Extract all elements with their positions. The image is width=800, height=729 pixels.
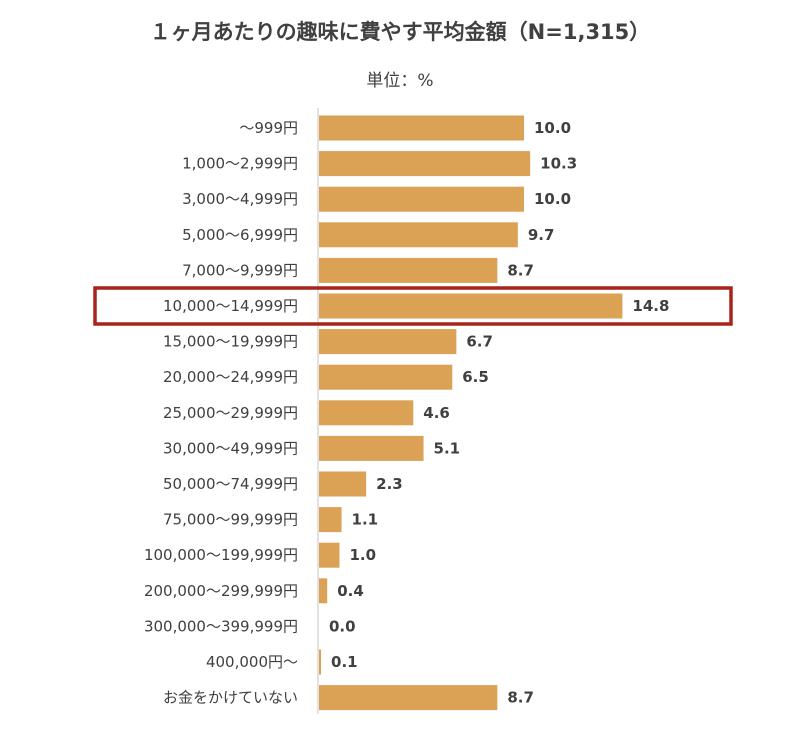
bar (319, 578, 328, 604)
bar (319, 364, 453, 390)
category-label: 75,000～99,999円 (163, 511, 298, 529)
category-label: 5,000～6,999円 (182, 226, 298, 244)
value-label: 8.7 (507, 261, 534, 279)
bar (319, 257, 498, 283)
bar (319, 329, 457, 355)
value-label: 9.7 (528, 226, 555, 244)
value-label: 1.1 (352, 511, 379, 529)
value-label: 4.6 (423, 404, 450, 422)
bar (319, 151, 531, 177)
value-label: 6.5 (462, 368, 489, 386)
unit-label: 単位：% (366, 71, 434, 91)
bar (319, 293, 623, 319)
value-label: 10.3 (540, 155, 577, 173)
highlight-box (93, 286, 733, 326)
bar (319, 115, 524, 141)
bar (319, 222, 518, 248)
value-label: 0.1 (331, 653, 358, 671)
category-label: 3,000～4,999円 (182, 190, 298, 208)
bar (319, 507, 342, 533)
category-label: 50,000～74,999円 (163, 475, 298, 493)
category-label: 7,000～9,999円 (182, 261, 298, 279)
category-label: 25,000～29,999円 (163, 404, 298, 422)
value-label: 10.0 (534, 119, 571, 137)
category-label: 200,000～299,999円 (144, 582, 298, 600)
category-label: ～999円 (239, 119, 298, 137)
category-label: 15,000～19,999円 (163, 333, 298, 351)
value-label: 0.4 (337, 582, 364, 600)
value-label: 2.3 (376, 475, 403, 493)
bar (319, 435, 424, 461)
bar (319, 685, 498, 711)
bar (319, 649, 322, 675)
value-label: 8.7 (507, 689, 534, 707)
value-label: 1.0 (350, 546, 377, 564)
value-label: 6.7 (466, 333, 493, 351)
category-label: お金をかけていない (163, 689, 298, 707)
chart-title: １ヶ月あたりの趣味に費やす平均金額（N=1,315） (149, 20, 651, 44)
category-label: 30,000～49,999円 (163, 439, 298, 457)
category-label: 400,000円～ (206, 653, 298, 671)
value-label: 5.1 (434, 439, 461, 457)
value-label: 0.0 (329, 617, 356, 635)
category-label: 20,000～24,999円 (163, 368, 298, 386)
value-label: 10.0 (534, 190, 571, 208)
bar (319, 400, 414, 426)
bar (319, 186, 524, 212)
category-label: 100,000～199,999円 (144, 546, 298, 564)
bar (319, 542, 340, 568)
value-label: 14.8 (632, 297, 669, 315)
category-label: 1,000～2,999円 (182, 155, 298, 173)
category-label: 10,000～14,999円 (163, 297, 298, 315)
category-label: 300,000～399,999円 (144, 617, 298, 635)
bar (319, 471, 367, 497)
